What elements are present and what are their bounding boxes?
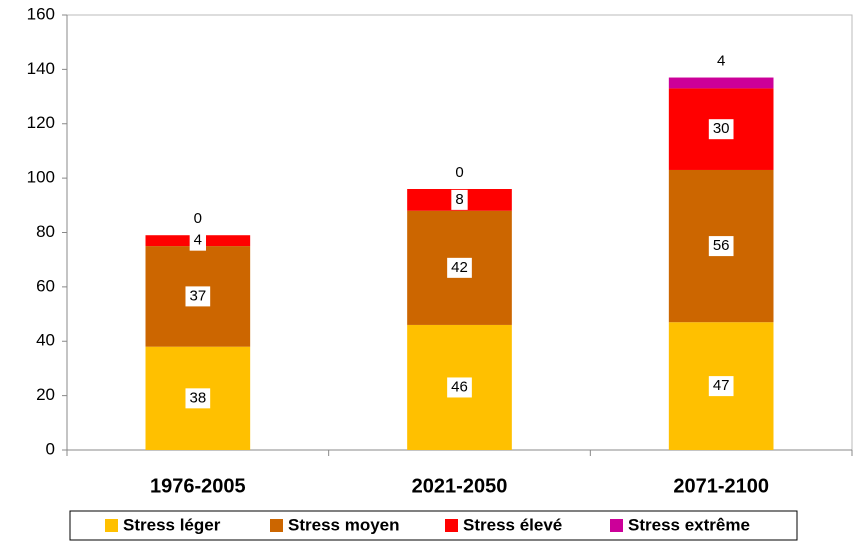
data-label-box [451, 163, 468, 183]
data-label-box [712, 51, 730, 72]
y-tick-label: 20 [36, 385, 55, 404]
legend-swatch [610, 519, 623, 532]
y-tick-label: 100 [27, 168, 55, 187]
data-label-box [708, 376, 734, 397]
legend-label: Stress léger [123, 515, 221, 534]
y-tick-label: 40 [36, 331, 55, 350]
data-label-box [451, 189, 468, 210]
data-label: 38 [189, 389, 206, 406]
data-label: 46 [451, 378, 468, 395]
data-label: 4 [194, 232, 202, 249]
x-tick-label: 2071-2100 [673, 475, 769, 497]
y-tick-label: 0 [46, 439, 55, 458]
legend-label: Stress extrême [628, 515, 750, 534]
data-label: 0 [194, 210, 202, 227]
data-label-box [708, 119, 734, 140]
data-label-box [189, 209, 207, 230]
data-label-box [447, 257, 472, 278]
bar-segment [668, 77, 774, 89]
x-tick-label: 2021-2050 [412, 475, 508, 497]
data-label: 56 [713, 237, 730, 254]
x-tick-label: 1976-2005 [150, 475, 246, 497]
data-label: 8 [455, 191, 463, 208]
legend-swatch [445, 519, 458, 532]
y-tick-label: 60 [36, 276, 55, 295]
legend-swatch [270, 519, 283, 532]
data-label: 42 [451, 259, 468, 276]
data-label-box [447, 377, 472, 398]
data-label: 4 [717, 53, 725, 70]
y-tick-label: 80 [36, 222, 55, 241]
data-label-box [185, 286, 211, 307]
data-label: 0 [455, 164, 463, 181]
y-tick-label: 120 [27, 113, 55, 132]
data-label-box [185, 388, 211, 409]
legend-label: Stress élevé [463, 515, 562, 534]
data-label: 37 [189, 287, 206, 304]
y-tick-label: 160 [27, 4, 55, 23]
legend-label: Stress moyen [288, 515, 400, 534]
legend-swatch [105, 519, 118, 532]
legend-box [69, 510, 798, 541]
data-label: 30 [713, 120, 730, 137]
data-label-box [708, 236, 734, 257]
y-tick-label: 140 [27, 59, 55, 78]
data-label: 47 [713, 377, 730, 394]
data-label-box [189, 230, 207, 251]
